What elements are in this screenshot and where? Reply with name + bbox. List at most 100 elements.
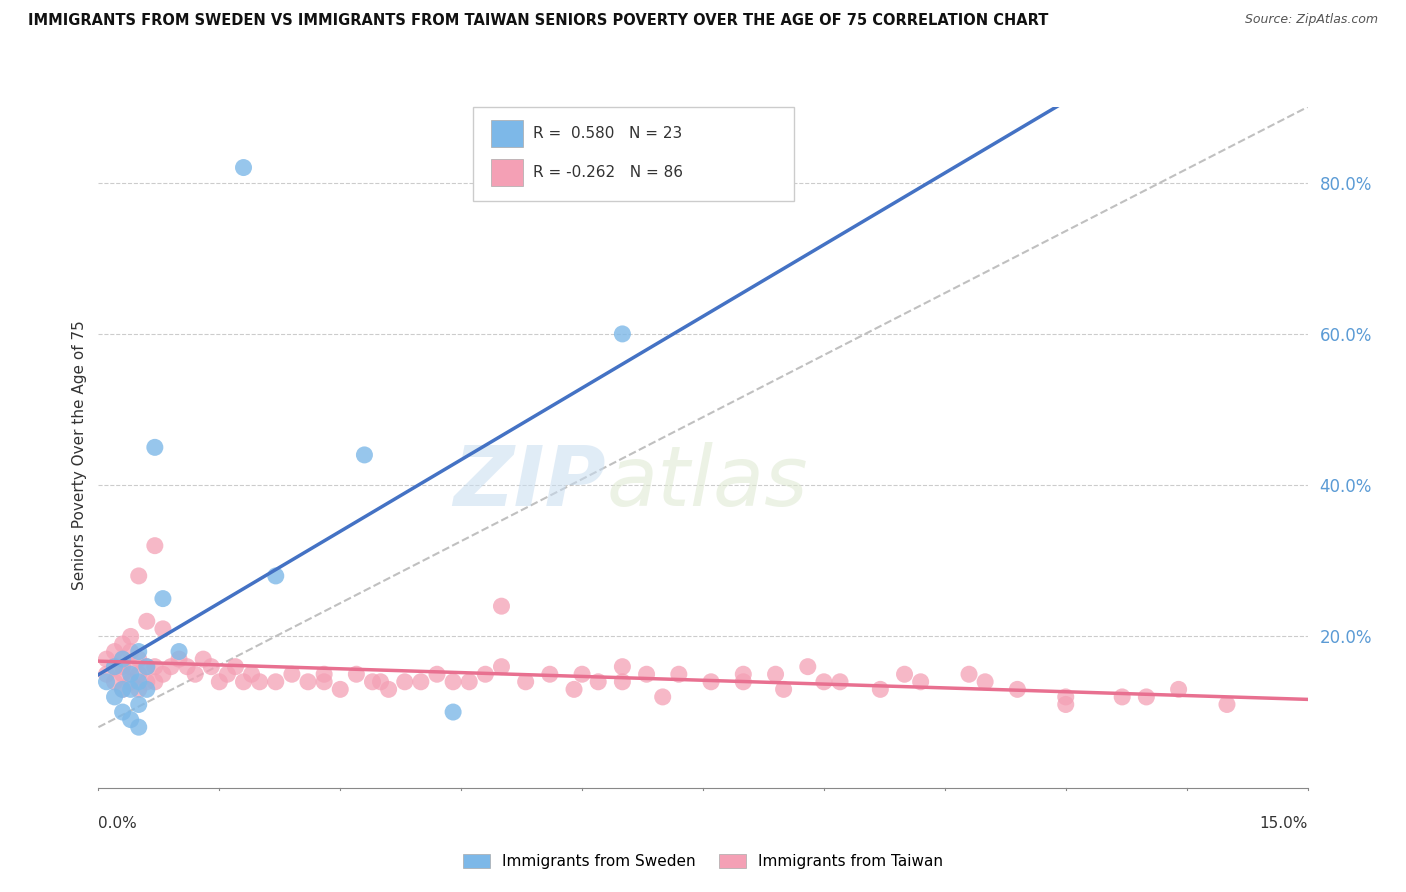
- Point: [651, 690, 673, 704]
- Legend: Immigrants from Sweden, Immigrants from Taiwan: Immigrants from Sweden, Immigrants from …: [457, 848, 949, 875]
- FancyBboxPatch shape: [492, 159, 523, 186]
- Point: [96, 667, 118, 681]
- Point: [135, 674, 157, 689]
- Point: [152, 622, 174, 636]
- Point: [120, 659, 142, 673]
- Point: [232, 674, 254, 689]
- Point: [957, 667, 980, 681]
- Point: [167, 652, 190, 666]
- Point: [458, 674, 481, 689]
- Text: Source: ZipAtlas.com: Source: ZipAtlas.com: [1244, 13, 1378, 27]
- Point: [143, 659, 166, 673]
- Point: [733, 674, 755, 689]
- Point: [128, 682, 150, 697]
- Point: [111, 705, 134, 719]
- Point: [297, 674, 319, 689]
- Point: [111, 637, 134, 651]
- Text: R =  0.580   N = 23: R = 0.580 N = 23: [533, 126, 682, 141]
- Point: [474, 667, 496, 681]
- Point: [193, 652, 215, 666]
- Point: [200, 659, 222, 673]
- Point: [128, 569, 150, 583]
- Point: [910, 674, 932, 689]
- Point: [441, 705, 464, 719]
- Point: [281, 667, 304, 681]
- Point: [264, 569, 287, 583]
- Point: [128, 674, 150, 689]
- Point: [515, 674, 537, 689]
- Point: [128, 698, 150, 712]
- Point: [353, 448, 375, 462]
- Point: [143, 441, 166, 455]
- Point: [120, 682, 142, 697]
- Point: [111, 652, 134, 666]
- Point: [111, 682, 134, 697]
- Text: 0.0%: 0.0%: [98, 816, 138, 831]
- Point: [96, 674, 118, 689]
- Point: [111, 652, 134, 666]
- Point: [612, 674, 634, 689]
- Point: [120, 713, 142, 727]
- Point: [813, 674, 835, 689]
- Point: [893, 667, 915, 681]
- Point: [1111, 690, 1133, 704]
- FancyBboxPatch shape: [474, 107, 793, 201]
- Point: [143, 674, 166, 689]
- Point: [264, 674, 287, 689]
- Text: R = -0.262   N = 86: R = -0.262 N = 86: [533, 165, 682, 180]
- Point: [491, 659, 513, 673]
- Point: [314, 667, 336, 681]
- Point: [562, 682, 585, 697]
- Point: [128, 720, 150, 734]
- Point: [184, 667, 207, 681]
- Point: [974, 674, 997, 689]
- Point: [314, 674, 336, 689]
- Point: [1216, 698, 1239, 712]
- Point: [128, 667, 150, 681]
- Point: [103, 674, 125, 689]
- Point: [208, 674, 231, 689]
- Point: [135, 615, 157, 629]
- Point: [668, 667, 690, 681]
- FancyBboxPatch shape: [492, 120, 523, 146]
- Point: [167, 644, 190, 658]
- Text: ZIP: ZIP: [454, 442, 606, 524]
- Point: [111, 682, 134, 697]
- Point: [1167, 682, 1189, 697]
- Point: [120, 667, 142, 681]
- Point: [361, 674, 384, 689]
- Point: [135, 659, 157, 673]
- Point: [111, 659, 134, 673]
- Point: [103, 659, 125, 673]
- Point: [370, 674, 392, 689]
- Point: [232, 161, 254, 175]
- Point: [143, 539, 166, 553]
- Point: [240, 667, 263, 681]
- Point: [224, 659, 246, 673]
- Point: [797, 659, 820, 673]
- Point: [612, 326, 634, 341]
- Point: [160, 659, 183, 673]
- Point: [612, 659, 634, 673]
- Point: [120, 674, 142, 689]
- Point: [1007, 682, 1029, 697]
- Point: [586, 674, 609, 689]
- Point: [765, 667, 787, 681]
- Point: [426, 667, 449, 681]
- Point: [571, 667, 593, 681]
- Point: [176, 659, 198, 673]
- Text: IMMIGRANTS FROM SWEDEN VS IMMIGRANTS FROM TAIWAN SENIORS POVERTY OVER THE AGE OF: IMMIGRANTS FROM SWEDEN VS IMMIGRANTS FRO…: [28, 13, 1049, 29]
- Point: [128, 644, 150, 658]
- Point: [733, 667, 755, 681]
- Point: [441, 674, 464, 689]
- Point: [344, 667, 367, 681]
- Point: [120, 629, 142, 643]
- Point: [96, 652, 118, 666]
- Point: [152, 667, 174, 681]
- Point: [377, 682, 399, 697]
- Point: [772, 682, 794, 697]
- Point: [491, 599, 513, 614]
- Point: [1054, 698, 1077, 712]
- Point: [111, 667, 134, 681]
- Point: [120, 644, 142, 658]
